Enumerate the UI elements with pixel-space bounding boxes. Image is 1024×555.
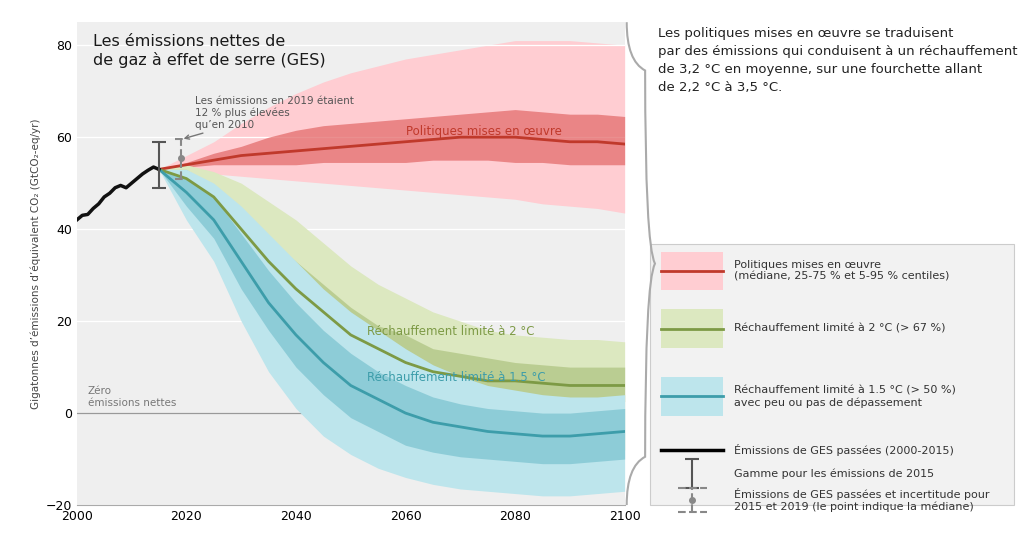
Text: Politiques mises en œuvre
(médiane, 25-75 % et 5-95 % centiles): Politiques mises en œuvre (médiane, 25-7… bbox=[734, 260, 949, 282]
Text: Émissions de GES passées (2000-2015): Émissions de GES passées (2000-2015) bbox=[734, 443, 953, 456]
Bar bbox=[662, 377, 723, 416]
Text: Réchauffement limité à 1.5 °C: Réchauffement limité à 1.5 °C bbox=[368, 371, 546, 384]
Text: Gamme pour les émissions de 2015: Gamme pour les émissions de 2015 bbox=[734, 468, 934, 479]
Text: Les émissions en 2019 étaient
12 % plus élevées
qu’en 2010: Les émissions en 2019 étaient 12 % plus … bbox=[185, 96, 353, 139]
Text: Zéro
émissions nettes: Zéro émissions nettes bbox=[88, 386, 176, 407]
Text: Émissions de GES passées et incertitude pour
2015 et 2019 (le point indique la m: Émissions de GES passées et incertitude … bbox=[734, 488, 989, 512]
Text: Réchauffement limité à 2 °C: Réchauffement limité à 2 °C bbox=[368, 325, 535, 338]
Text: Réchauffement limité à 1.5 °C (> 50 %)
avec peu ou pas de dépassement: Réchauffement limité à 1.5 °C (> 50 %) a… bbox=[734, 385, 955, 407]
Text: Politiques mises en œuvre: Politiques mises en œuvre bbox=[406, 125, 561, 138]
Bar bbox=[662, 251, 723, 290]
Text: Les émissions nettes de
de gaz à effet de serre (GES): Les émissions nettes de de gaz à effet d… bbox=[93, 34, 326, 68]
Text: Réchauffement limité à 2 °C (> 67 %): Réchauffement limité à 2 °C (> 67 %) bbox=[734, 324, 945, 334]
Y-axis label: Gigatonnes d’émissions d’équivalent CO₂ (GtCO₂-eq/yr): Gigatonnes d’émissions d’équivalent CO₂ … bbox=[31, 118, 41, 409]
Bar bbox=[662, 310, 723, 348]
FancyBboxPatch shape bbox=[650, 244, 1014, 505]
Text: Les politiques mises en œuvre se traduisent
par des émissions qui conduisent à u: Les politiques mises en œuvre se traduis… bbox=[657, 27, 1017, 94]
